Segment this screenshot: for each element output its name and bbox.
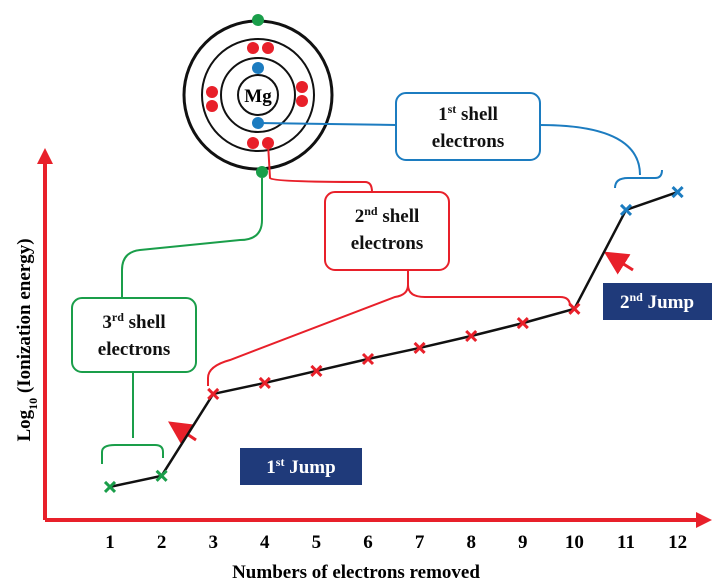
- jump-box: [240, 448, 362, 485]
- data-point: [619, 203, 633, 217]
- y-label-sub: 10: [26, 398, 40, 410]
- y-label-rest: (Ionization energy): [14, 238, 35, 397]
- x-tick-label: 3: [208, 532, 218, 553]
- data-point: [361, 352, 375, 366]
- data-point: [568, 302, 581, 315]
- atom-label: Mg: [244, 86, 272, 107]
- annotation-line2: electrons: [351, 233, 423, 254]
- annotation-line2: electrons: [98, 339, 170, 360]
- x-tick-label: 5: [312, 532, 322, 553]
- annotation-text: 3rd shell: [102, 310, 165, 333]
- annotation-line2: electrons: [432, 131, 504, 152]
- annotation-text-part: shell: [124, 312, 166, 333]
- annotation-sup: nd: [364, 204, 378, 218]
- annotation-text: 1st shell: [438, 102, 498, 125]
- jump-box: [603, 283, 712, 320]
- x-tick-label: 7: [415, 532, 425, 553]
- data-point: [155, 469, 168, 482]
- annotation-text-part: Jump: [643, 292, 694, 313]
- x-tick-label: 6: [363, 532, 373, 553]
- y-axis-arrow: [37, 148, 53, 164]
- annotation-text-part: shell: [378, 206, 420, 227]
- data-point: [413, 341, 426, 355]
- connectors: [101, 122, 663, 464]
- data-point: [207, 387, 220, 401]
- annotation-lead: 1: [438, 104, 448, 125]
- x-axis-arrow: [696, 512, 712, 528]
- annotation-sup: st: [448, 102, 457, 116]
- annotation-lead: 2: [355, 206, 365, 227]
- annotation-text: 1st Jump: [266, 455, 335, 478]
- annotation-text-part: Jump: [284, 457, 335, 478]
- data-point: [516, 317, 529, 330]
- annotation-lead: 1: [266, 457, 276, 478]
- x-tick-label: 10: [565, 532, 584, 553]
- y-axis-label: Log10 (Ionization energy): [14, 238, 40, 441]
- x-tick-label: 8: [466, 532, 476, 553]
- data-point: [103, 480, 117, 493]
- annotation-sup: nd: [629, 290, 643, 304]
- annotation-text: 2nd shell: [355, 204, 420, 227]
- annotation-box: [324, 191, 450, 271]
- x-tick-label: 2: [157, 532, 167, 553]
- x-axis-label: Numbers of electrons removed: [232, 562, 480, 583]
- annotation-sup: rd: [112, 310, 124, 324]
- x-tick-label: 4: [260, 532, 270, 553]
- jump-arrow: [603, 251, 634, 275]
- data-line: [109, 190, 679, 489]
- annotation-text-part: shell: [456, 104, 498, 125]
- data-point: [465, 329, 478, 343]
- data-point: [671, 185, 684, 199]
- x-tick-label: 9: [518, 532, 528, 553]
- annotation-lead: 3: [102, 312, 112, 333]
- annotation-sup: st: [276, 455, 285, 469]
- annotation-box: [71, 297, 197, 373]
- annotation-text: 2nd Jump: [620, 290, 694, 313]
- x-tick-label: 1: [105, 532, 115, 553]
- y-label-text: Log: [14, 409, 35, 441]
- x-tick-label: 11: [617, 532, 635, 553]
- x-tick-label: 12: [668, 532, 687, 553]
- data-point: [258, 376, 271, 389]
- data-point: [310, 364, 323, 378]
- annotation-box: [395, 92, 541, 161]
- annotation-lead: 2: [620, 292, 630, 313]
